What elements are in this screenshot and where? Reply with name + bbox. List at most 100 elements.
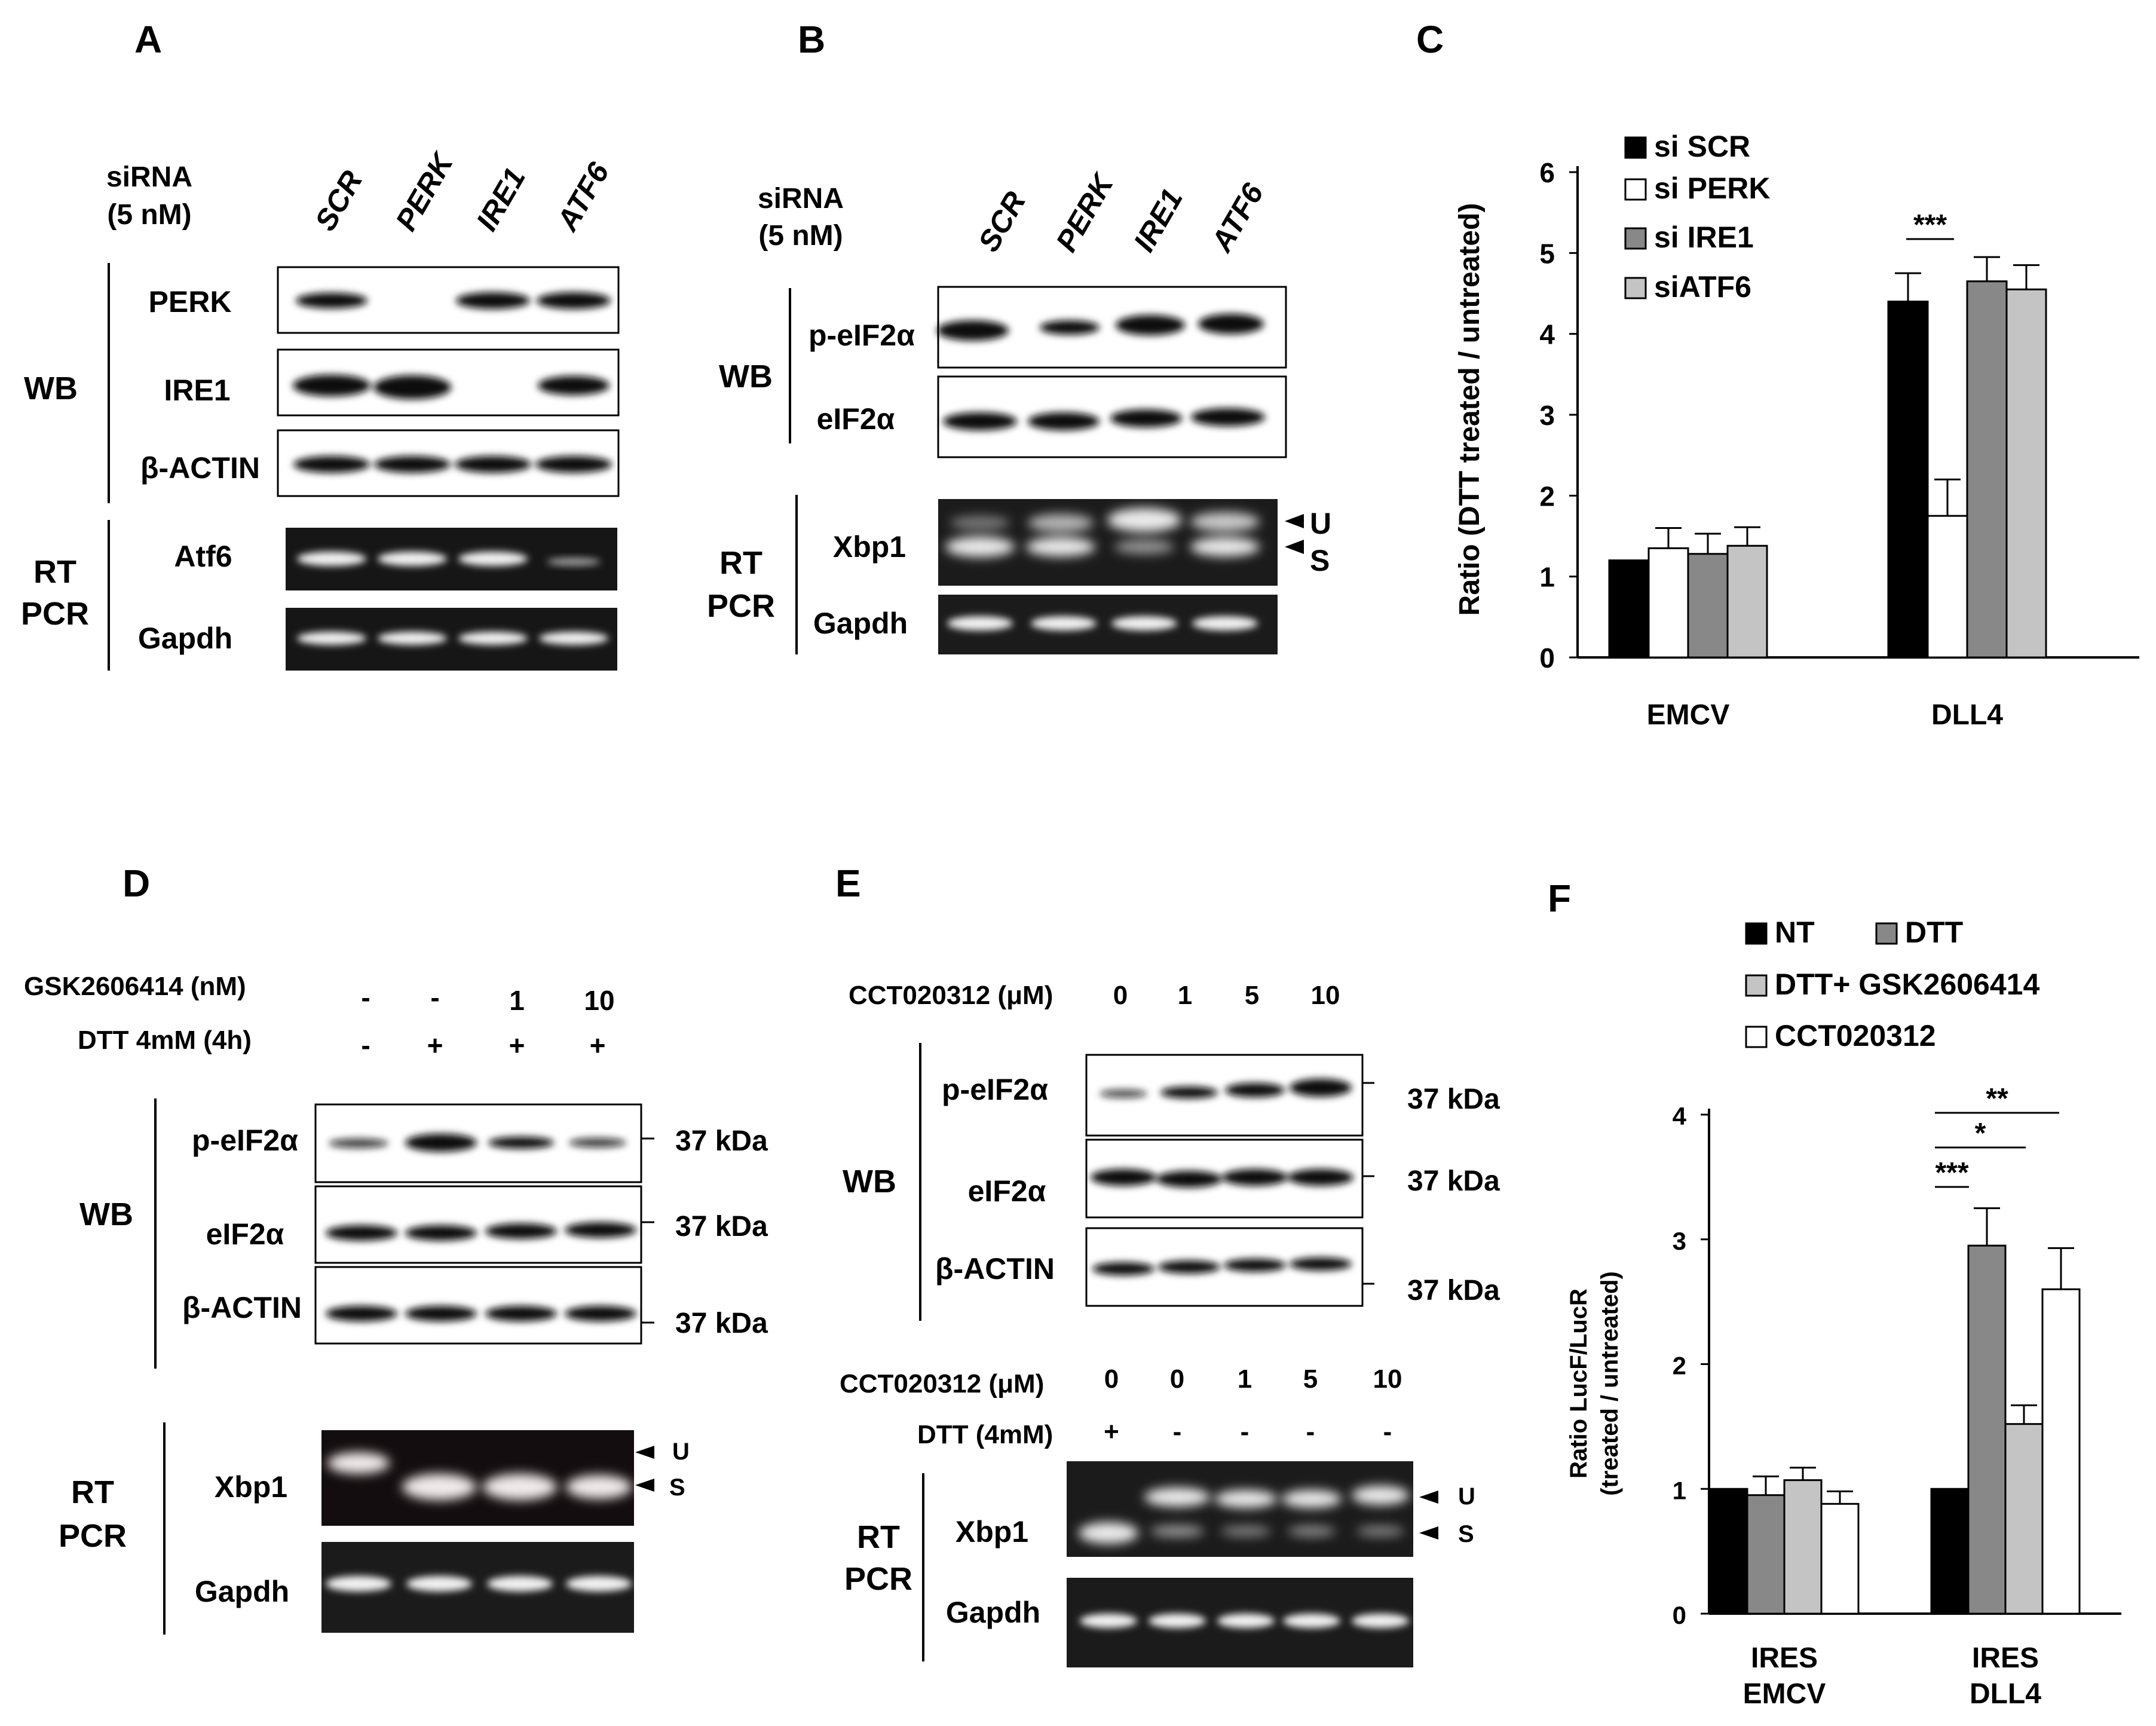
arrow-icon [635, 1479, 654, 1492]
panel-a-lane-label: SCR [308, 165, 369, 236]
panel-d-row-label: Gapdh [195, 1575, 289, 1608]
panel-e-row-label: eIF2α [968, 1174, 1046, 1208]
panel-e-rt-treat-value: 5 [1303, 1364, 1318, 1394]
panel-e-row-label: Gapdh [946, 1596, 1040, 1629]
arrow-icon [1419, 1526, 1438, 1540]
legend-label: CCT020312 [1775, 1019, 1936, 1052]
legend-label: NT [1775, 916, 1815, 949]
bar [2041, 1288, 2081, 1615]
y-tick-label: 0 [1539, 642, 1555, 674]
panel-e-gel-bands-gapdh [1080, 1614, 1409, 1628]
panel-b-sirna-conc: (5 nM) [758, 220, 843, 252]
bar [1608, 559, 1650, 659]
panel-e-kda: 37 kDa [1407, 1084, 1500, 1115]
legend-swatch [1875, 922, 1898, 945]
legend-label: si PERK [1654, 172, 1771, 205]
x-category-label: IRES [1972, 1642, 2039, 1674]
panel-d-bands-eif2a [326, 1222, 636, 1241]
panel-e-gel-bands-xbp1 [1079, 1486, 1409, 1544]
panel-d-gel-bands-xbp1 [327, 1452, 632, 1500]
panel-d-wb-label: WB [79, 1196, 133, 1232]
panel-e-treat-value: 1 [1178, 981, 1192, 1010]
panel-a-row-label: β-ACTIN [140, 451, 260, 485]
panel-a-wb-label: WB [24, 371, 78, 406]
panel-d-treat-value: - [361, 982, 370, 1013]
bar [1746, 1494, 1786, 1615]
panel-d-treat-label: GSK2606414 (nM) [24, 972, 246, 1001]
panel-e-rt-treat-value: - [1383, 1417, 1392, 1446]
panel-d-kda: 37 kDa [675, 1125, 768, 1157]
panel-a-gel-bands-atf6 [297, 552, 528, 566]
chart-f: 0 1 2 3 4 IRES EMCV IRES DLL4 Ratio LucF/LucR (tre… [1566, 916, 2121, 1710]
panel-d-bands-actin [326, 1306, 636, 1321]
panel-b-wb-label: WB [719, 359, 773, 394]
panel-e: E CCT020312 (μM) 0 1 5 10 WB p-eIF2α eIF… [835, 862, 1500, 1667]
bar [1726, 544, 1768, 659]
panel-d-bands-peif2a [329, 1134, 626, 1152]
panel-c-letter: C [1416, 18, 1444, 61]
panel-b-sirna-label: siRNA [758, 183, 844, 215]
panel-a-rt-label: RT [33, 554, 76, 590]
significance-label: *** [1913, 209, 1947, 241]
y-tick-label: 1 [1673, 1476, 1686, 1504]
panel-b-row-label: Gapdh [813, 607, 908, 640]
panel-d-treat-value: - [361, 1030, 370, 1061]
arrow-icon [1285, 540, 1304, 554]
y-tick-label: 1 [1539, 562, 1555, 593]
panel-c: C 0 1 2 3 4 5 6 EMCV DLL4 Ratio (DTT treated / un… [1416, 18, 2139, 731]
bar [1966, 280, 2008, 659]
panel-a-lane-label: IRE1 [470, 162, 532, 236]
panel-e-treat-value: 10 [1311, 981, 1340, 1010]
panel-e-rt-treat-label: DTT (4mM) [917, 1420, 1053, 1449]
panel-e-row-label: p-eIF2α [942, 1073, 1048, 1106]
panel-e-rt-treat-value: - [1173, 1417, 1182, 1446]
y-axis-label: Ratio LucF/LucR [1566, 1289, 1592, 1479]
legend-swatch [1745, 974, 1768, 997]
legend-label: DTT+ GSK2606414 [1775, 968, 2039, 1001]
panel-d-treat-value: 10 [584, 985, 614, 1016]
panel-d-gel-bands-gapdh [326, 1576, 632, 1592]
legend-swatch [1624, 227, 1647, 250]
panel-b-row-label: Xbp1 [833, 530, 906, 564]
panel-e-kda: 37 kDa [1407, 1275, 1500, 1306]
arrow-icon [1419, 1491, 1438, 1504]
panel-a-letter: A [134, 18, 162, 61]
panel-a-sirna-label: siRNA [106, 161, 192, 193]
panel-b-lane-label: IRE1 [1127, 183, 1189, 257]
chart-c: 0 1 2 3 4 5 6 EMCV DLL4 Ratio (DTT treated / untr… [1454, 130, 2139, 731]
significance-label: ** [1986, 1083, 2008, 1115]
panel-d: D GSK2606414 (nM) DTT 4mM (4h) - - 1 10 … [24, 862, 768, 1635]
panel-d-blot-actin [314, 1266, 642, 1345]
panel-e-pcr-label: PCR [844, 1561, 912, 1597]
bar [1927, 515, 1968, 659]
bar [2004, 1423, 2044, 1615]
panel-b-pcr-label: PCR [707, 588, 775, 624]
panel-e-bands-eif2a [1091, 1169, 1353, 1188]
panel-b-gel-bands-gapdh [947, 616, 1258, 631]
x-category-label: EMCV [1743, 1678, 1826, 1710]
panel-e-treat-value: 5 [1245, 981, 1259, 1010]
panel-a-gel-band-faint [547, 558, 601, 566]
panel-d-pcr-label: PCR [59, 1518, 127, 1554]
x-category-label: EMCV [1647, 699, 1730, 731]
y-tick-label: 6 [1539, 157, 1555, 188]
panel-e-rt-treat-label: CCT020312 (μM) [840, 1369, 1044, 1398]
y-axis-label: (treated / untreated) [1597, 1271, 1623, 1496]
x-category-label: DLL4 [1931, 699, 2003, 731]
panel-a-row-label: Gapdh [138, 622, 232, 655]
panel-d-treat-value: - [430, 982, 439, 1013]
panel-e-marker: S [1458, 1521, 1474, 1547]
bar [1687, 553, 1729, 659]
panel-d-rt-label: RT [71, 1474, 114, 1510]
panel-b-gel-bands-xbp1 [945, 508, 1260, 557]
panel-e-rt-treat-value: + [1104, 1417, 1119, 1446]
panel-b-bands-peif2a [937, 314, 1264, 341]
panel-d-treat-value: + [509, 1030, 525, 1061]
panel-e-rt-treat-value: 1 [1238, 1364, 1252, 1394]
panel-a-lane-label: ATF6 [550, 156, 616, 237]
y-tick-label: 5 [1539, 238, 1555, 269]
panel-d-letter: D [122, 862, 150, 905]
panel-a-row-label: PERK [149, 285, 232, 319]
panel-d-row-label: p-eIF2α [192, 1124, 298, 1157]
panel-a-row-label: IRE1 [164, 374, 230, 407]
